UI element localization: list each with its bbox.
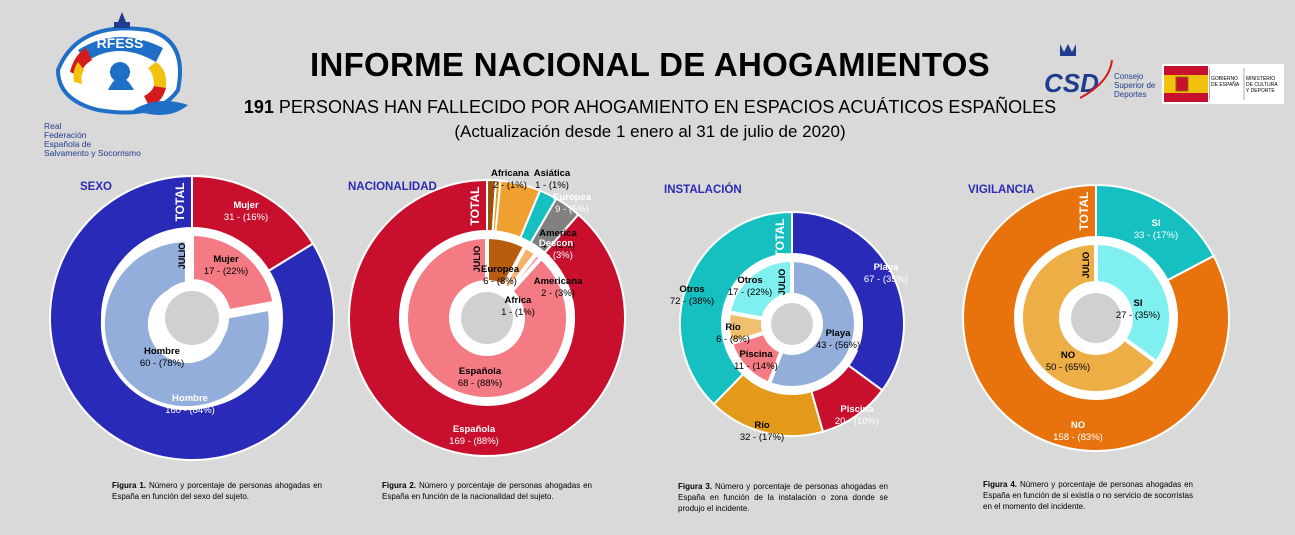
inner-data-label: NO 50 - (65%) (1046, 350, 1090, 373)
caption-figure-2: Figura 2. Número y porcentaje de persona… (382, 480, 592, 502)
caption-label: Figura 4. (983, 480, 1018, 489)
outer-data-label: Piscina 20 - (10%) (835, 404, 879, 427)
update-date: (Actualización desde 1 enero al 31 de ju… (454, 122, 846, 141)
outer-data-label: Descon 6 - (3%) (539, 238, 574, 261)
chart-3: TOTAL JULIO INSTALACIÓN Playa 67 - (35%) Pisc… (664, 183, 908, 443)
inner-data-label: Piscina 11 - (14%) (734, 349, 778, 372)
chart-1: TOTAL JULIO SEXO Mujer 31 - (16%) Hombre 160 -… (49, 174, 335, 461)
gov-line: DE ESPAÑA (1211, 82, 1240, 88)
outer-data-label: Europea 9 - (5%) (553, 192, 592, 215)
july-ring-label: JULIO (1081, 252, 1091, 279)
gov-line: DE CULTURA (1246, 82, 1278, 88)
csd-logo: CSD (1044, 44, 1113, 99)
rfess-line: Real (44, 121, 62, 131)
chart-title: INSTALACIÓN (664, 183, 742, 196)
chart-2: TOTAL JULIO NACIONALIDAD Africana 2 - (1%)As… (348, 168, 626, 457)
page-subtitle: 191 PERSONAS HAN FALLECIDO POR AHOGAMIEN… (240, 97, 1060, 118)
chart-title: VIGILANCIA (968, 184, 1034, 196)
caption-label: Figura 1. (112, 481, 147, 490)
july-ring-label: JULIO (472, 246, 482, 273)
inner-data-label: Playa 43 - (56%) (816, 328, 860, 351)
outer-data-label: Mujer 31 - (16%) (224, 200, 268, 223)
inner-data-label: Africa 1 - (1%) (501, 295, 535, 318)
rfess-line: Salvamento y Socorrismo (44, 148, 141, 158)
inner-slice-no (1019, 240, 1160, 395)
subtitle-text: PERSONAS HAN FALLECIDO POR AHOGAMIENTO E… (278, 97, 1057, 117)
total-ring-label: TOTAL (468, 187, 482, 226)
outer-data-label: Playa 67 - (35%) (864, 262, 908, 285)
chart-title: SEXO (80, 181, 112, 193)
july-ring-label: JULIO (777, 269, 787, 296)
caption-text: Número y porcentaje de personas ahogadas… (112, 481, 323, 501)
gobierno-text: GOBIERNO DE ESPAÑA (1211, 76, 1239, 88)
total-ring-label: TOTAL (773, 219, 787, 258)
inner-data-label: Otros 17 - (22%) (728, 275, 772, 298)
caption-text: Número y porcentaje de personas ahogadas… (678, 482, 889, 513)
outer-data-label: NO 158 - (83%) (1053, 420, 1103, 443)
rfess-line: Española de (44, 139, 92, 149)
page-title: INFORME NACIONAL DE AHOGAMIENTOS (309, 46, 990, 83)
rfess-line: Federación (44, 130, 87, 140)
rfess-logo: RFESS (55, 12, 188, 115)
gov-line: Y DEPORTE (1246, 88, 1275, 94)
inner-slice-hombre (100, 238, 273, 411)
outer-data-label: Asiática 1 - (1%) (534, 168, 571, 191)
gov-line: MINISTERIO (1246, 76, 1276, 82)
hub-center (1071, 293, 1121, 343)
caption-text: Número y porcentaje de personas ahogadas… (983, 480, 1194, 511)
inner-data-label: Americana 2 - (3%) (534, 276, 583, 299)
caption-figure-3: Figura 3. Número y porcentaje de persona… (678, 481, 888, 514)
gov-line: GOBIERNO (1211, 76, 1238, 82)
outer-data-label: Española 169 - (88%) (449, 424, 499, 447)
chart-title: NACIONALIDAD (348, 181, 437, 193)
july-ring-label: JULIO (177, 243, 187, 270)
chart-4: TOTAL JULIO VIGILANCIA SI 33 - (17%) NO 158 - … (962, 183, 1230, 452)
caption-label: Figura 2. (382, 481, 417, 490)
inner-data-label: Hombre 60 - (78%) (140, 346, 184, 369)
outer-data-label: Otros 72 - (38%) (670, 284, 714, 307)
hub-center (461, 292, 513, 344)
inner-data-label: Mujer 17 - (22%) (204, 254, 248, 277)
caption-figure-1: Figura 1. Número y porcentaje de persona… (112, 480, 322, 502)
hub-center (165, 291, 219, 345)
outer-data-label: America 4 - (2%) (539, 228, 577, 251)
hub-center (771, 303, 813, 345)
csd-line: Superior de (1114, 81, 1156, 90)
csd-line: Deportes (1114, 90, 1147, 99)
rfess-mark: RFESS (97, 35, 144, 51)
outer-data-label: Hombre 160 - (84%) (165, 393, 215, 416)
gobierno-logo (1162, 64, 1284, 104)
rfess-name: Real Federación Española de Salvamento y… (44, 122, 141, 158)
outer-data-label: Africana 2 - (1%) (491, 168, 530, 191)
csd-line: Consejo (1114, 72, 1144, 81)
outer-data-label: SI 33 - (17%) (1134, 218, 1178, 241)
outer-data-label: Río 32 - (17%) (740, 420, 784, 443)
subtitle-count: 191 (243, 97, 274, 117)
ministerio-text: MINISTERIO DE CULTURA Y DEPORTE (1246, 76, 1278, 94)
inner-data-label: Española 68 - (88%) (458, 366, 502, 389)
caption-figure-4: Figura 4. Número y porcentaje de persona… (983, 479, 1193, 512)
inner-data-label: SI 27 - (35%) (1116, 298, 1160, 321)
total-ring-label: TOTAL (1077, 192, 1091, 231)
inner-data-label: Europea 6 - (8%) (481, 264, 520, 287)
inner-data-label: Río 6 - (8%) (716, 322, 750, 345)
caption-text: Número y porcentaje de personas ahogadas… (382, 481, 593, 501)
total-ring-label: TOTAL (173, 183, 187, 222)
caption-label: Figura 3. (678, 482, 713, 491)
csd-name: Consejo Superior de Deportes (1114, 72, 1155, 99)
